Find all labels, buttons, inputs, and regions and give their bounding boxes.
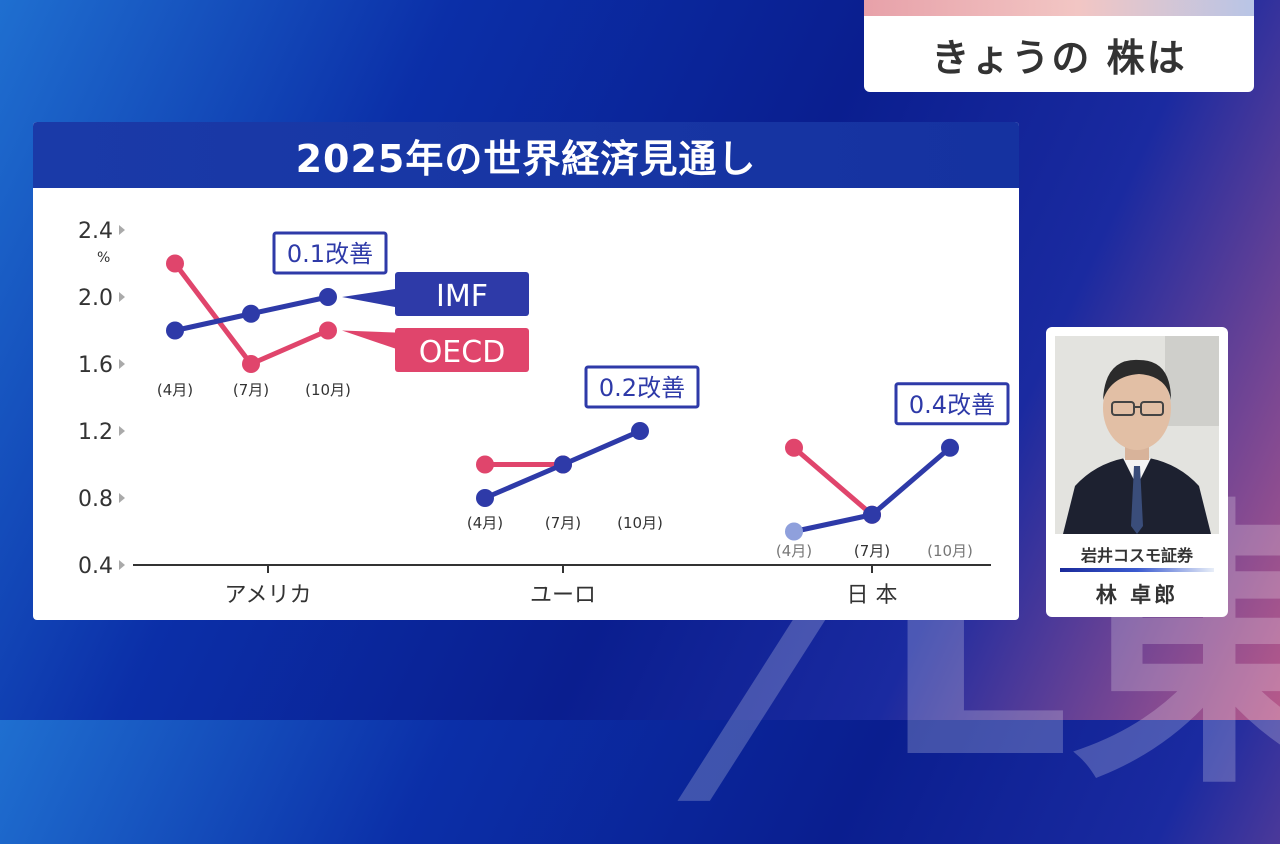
topic-accent-bar [864, 0, 1254, 16]
oecd-data-point [476, 455, 494, 474]
oecd-data-point [166, 254, 184, 273]
imf-data-point [941, 438, 959, 457]
topic-panel: きょうの 株は [864, 16, 1254, 92]
y-tick-arrow [119, 292, 125, 302]
y-axis-unit: % [97, 250, 110, 266]
imf-legend-pointer [342, 289, 395, 307]
oecd-data-point [785, 438, 803, 457]
y-tick-label: 0.4 [78, 554, 113, 579]
oecd-series-line [792, 445, 874, 517]
imf-data-point [319, 288, 337, 306]
month-label: (10月) [927, 542, 973, 560]
y-tick-label: 2.4 [78, 219, 113, 244]
oecd-legend-label: OECD [419, 335, 506, 370]
imf-data-point [863, 505, 881, 524]
month-label: (10月) [617, 514, 663, 532]
oecd-data-point [242, 355, 260, 373]
imf-data-point [166, 321, 184, 340]
improvement-annotation-box [584, 365, 700, 409]
imf-legend-label: IMF [436, 279, 488, 314]
presenter-photo [1055, 336, 1219, 534]
improvement-annotation-label: 0.4改善 [909, 391, 995, 419]
topic-box: きょうの 株は [864, 0, 1254, 92]
y-tick-arrow [119, 426, 125, 436]
y-tick-label: 1.6 [78, 353, 113, 378]
presenter-card: 岩井コスモ証券 林 卓郎 [1046, 327, 1228, 617]
improvement-annotation-label: 0.1改善 [287, 240, 373, 268]
oecd-data-point [319, 321, 337, 340]
imf-data-point [631, 422, 649, 440]
y-tick-label: 2.0 [78, 286, 113, 311]
improvement-annotation-box [272, 231, 388, 275]
month-label: (4月) [467, 514, 503, 532]
line-chart: 2.4 2.0 1.6 1.2 0.8 0.4% (4月) (7月) (10月) アメリカ 0.1改… [78, 219, 1010, 608]
month-label: (7月) [854, 542, 890, 560]
improvement-annotation-box [894, 382, 1010, 426]
presenter-company: 岩井コスモ証券 [1080, 546, 1193, 565]
presenter-divider [1060, 568, 1214, 572]
presenter-portrait-icon [1055, 336, 1219, 534]
y-tick-arrow [119, 225, 125, 235]
month-label: (4月) [776, 542, 812, 560]
oecd-legend-pointer [342, 330, 395, 349]
category-label: アメリカ [225, 583, 312, 608]
imf-data-point [785, 522, 803, 541]
chart-header: 2025年の世界経済見通し [33, 122, 1019, 188]
chart-panel: 2.4 2.0 1.6 1.2 0.8 0.4% (4月) (7月) (10月) アメリカ 0.1改… [33, 122, 1019, 620]
oecd-legend-tag [395, 328, 529, 372]
presenter-name: 林 卓郎 [1095, 583, 1179, 607]
month-label: (10月) [305, 381, 351, 399]
improvement-annotation-label: 0.2改善 [599, 374, 685, 402]
y-tick-label: 1.2 [78, 420, 113, 445]
topic-title: きょうの 株は [931, 35, 1187, 80]
category-label: ユーロ [530, 583, 596, 608]
imf-data-point [554, 455, 572, 474]
category-label: 日 本 [847, 583, 898, 608]
imf-data-point [242, 304, 260, 323]
y-tick-label: 0.8 [78, 487, 113, 512]
month-label: (4月) [157, 381, 193, 399]
y-tick-arrow [119, 560, 125, 570]
imf-legend-tag [395, 272, 529, 316]
chart-title: 2025年の世界経済見通し [295, 136, 757, 181]
imf-data-point [476, 489, 494, 507]
y-tick-arrow [119, 493, 125, 503]
y-tick-arrow [119, 359, 125, 369]
month-label: (7月) [545, 514, 581, 532]
month-label: (7月) [233, 381, 269, 399]
